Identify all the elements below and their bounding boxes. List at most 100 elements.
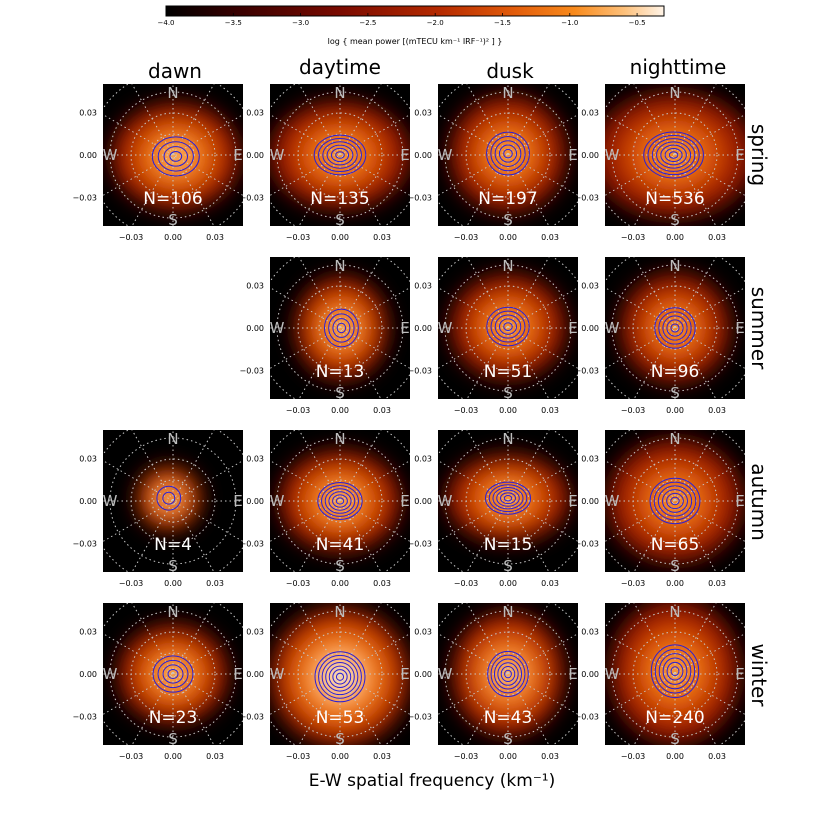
contour-line — [496, 489, 520, 507]
y-tick-label: 0.00 — [414, 497, 432, 506]
contour-line — [498, 144, 518, 163]
contour-line — [317, 482, 363, 520]
grid-spoke — [298, 84, 382, 226]
contour-line — [656, 141, 692, 169]
contour-line — [662, 657, 688, 685]
contour-line — [487, 650, 529, 698]
compass-west: W — [605, 492, 620, 510]
y-tick-label: −0.03 — [239, 540, 264, 549]
contour-line — [670, 496, 680, 506]
x-tick-label: 0.00 — [499, 752, 517, 761]
compass-north: N — [669, 257, 680, 275]
grid-spoke — [103, 114, 243, 196]
contour-line — [499, 318, 517, 335]
sample-count: N=43 — [484, 708, 533, 728]
contour-line — [494, 140, 522, 167]
compass-west: W — [103, 146, 118, 164]
y-tick-label: 0.03 — [246, 108, 264, 117]
compass-west: W — [270, 492, 285, 510]
y-tick-label: 0.00 — [581, 670, 599, 679]
x-tick-label: 0.03 — [206, 233, 224, 242]
grid-ring — [611, 264, 739, 392]
panel-autumn-daytime: N S W E N=41 −0.03 0.00 0.03 0.03 0.00 −0.03 — [239, 430, 410, 588]
compass-east: E — [400, 319, 409, 337]
panel-winter-daytime: N S W E N=53 −0.03 0.00 0.03 0.03 0.00 −0.03 — [239, 603, 410, 761]
y-tick-label: 0.00 — [581, 151, 599, 160]
contours — [317, 482, 363, 520]
x-tick-label: −0.03 — [119, 752, 144, 761]
compass-south: S — [670, 557, 680, 575]
y-tick-label: 0.00 — [414, 151, 432, 160]
contour-line — [321, 658, 359, 696]
panel-spring-dawn: N S W E N=106 −0.03 0.00 0.03 0.03 0.00 −0.03 — [72, 84, 243, 242]
x-tick-label: 0.00 — [499, 406, 517, 415]
compass-north: N — [167, 430, 178, 448]
y-tick-label: 0.03 — [246, 454, 264, 463]
contour-line — [335, 151, 345, 159]
y-tick-label: 0.00 — [581, 497, 599, 506]
compass-north: N — [334, 257, 345, 275]
compass-south: S — [670, 211, 680, 229]
x-tick-label: 0.00 — [164, 752, 182, 761]
y-tick-label: 0.03 — [79, 108, 97, 117]
grid-spoke — [103, 633, 243, 715]
x-tick-label: 0.03 — [708, 406, 726, 415]
contour-line — [651, 138, 696, 172]
grid-ring — [276, 610, 404, 738]
compass-east: E — [735, 665, 744, 683]
compass-west: W — [270, 146, 285, 164]
grid-ring — [611, 91, 739, 219]
grid-spoke — [605, 460, 745, 542]
y-tick-label: 0.03 — [414, 281, 432, 290]
y-tick-label: 0.00 — [246, 497, 264, 506]
grid-spoke — [103, 114, 243, 196]
sample-count: N=4 — [154, 535, 192, 555]
grid-spoke — [466, 430, 550, 572]
colorbar: −4.0 −3.5 −3.0 −2.5 −2.0 −1.5 −1.0 −0.5 log { m… — [158, 5, 665, 46]
grid-ring — [276, 437, 404, 565]
compass-west: W — [605, 319, 620, 337]
row-label-spring: spring — [747, 124, 771, 186]
contour-line — [666, 319, 684, 337]
y-tick-label: 0.03 — [246, 627, 264, 636]
x-tick-label: −0.03 — [621, 579, 646, 588]
y-tick-label: 0.00 — [79, 497, 97, 506]
grid-spoke — [605, 114, 745, 196]
compass-south: S — [168, 730, 178, 748]
contour-line — [318, 654, 362, 699]
x-tick-label: 0.00 — [164, 233, 182, 242]
colorbar-tick-label: −1.5 — [494, 19, 511, 27]
contour-line — [666, 492, 684, 510]
polar-grid — [438, 430, 578, 572]
contour-line — [330, 147, 350, 163]
grid-spoke — [270, 633, 410, 715]
polar-grid — [605, 603, 745, 745]
grid-spoke — [270, 460, 410, 542]
y-tick-label: 0.00 — [246, 324, 264, 333]
x-tick-label: 0.00 — [666, 406, 684, 415]
panel-autumn-nighttime: N S W E N=65 −0.03 0.00 0.03 0.03 0.00 −0.03 — [574, 430, 745, 588]
contour-line — [328, 313, 355, 343]
y-tick-label: 0.03 — [414, 627, 432, 636]
grid-ring — [109, 437, 237, 565]
column-title-dusk: dusk — [486, 59, 534, 83]
sample-count: N=536 — [645, 189, 704, 209]
grid-spoke — [438, 460, 578, 542]
compass-east: E — [568, 146, 577, 164]
x-tick-label: −0.03 — [454, 752, 479, 761]
compass-west: W — [438, 665, 453, 683]
panel-winter-dawn: N S W E N=23 −0.03 0.00 0.03 0.03 0.00 −0.03 — [72, 603, 243, 761]
grid-spoke — [633, 430, 717, 572]
grid-ring — [444, 264, 572, 392]
y-tick-label: 0.03 — [79, 454, 97, 463]
grid-spoke — [298, 603, 382, 745]
contours — [643, 131, 704, 179]
grid-spoke — [466, 603, 550, 745]
x-tick-label: 0.03 — [708, 752, 726, 761]
contour-line — [332, 669, 348, 685]
power-level — [333, 319, 350, 337]
y-tick-label: 0.03 — [414, 454, 432, 463]
x-tick-label: 0.03 — [373, 752, 391, 761]
compass-south: S — [503, 211, 513, 229]
compass-east: E — [400, 146, 409, 164]
